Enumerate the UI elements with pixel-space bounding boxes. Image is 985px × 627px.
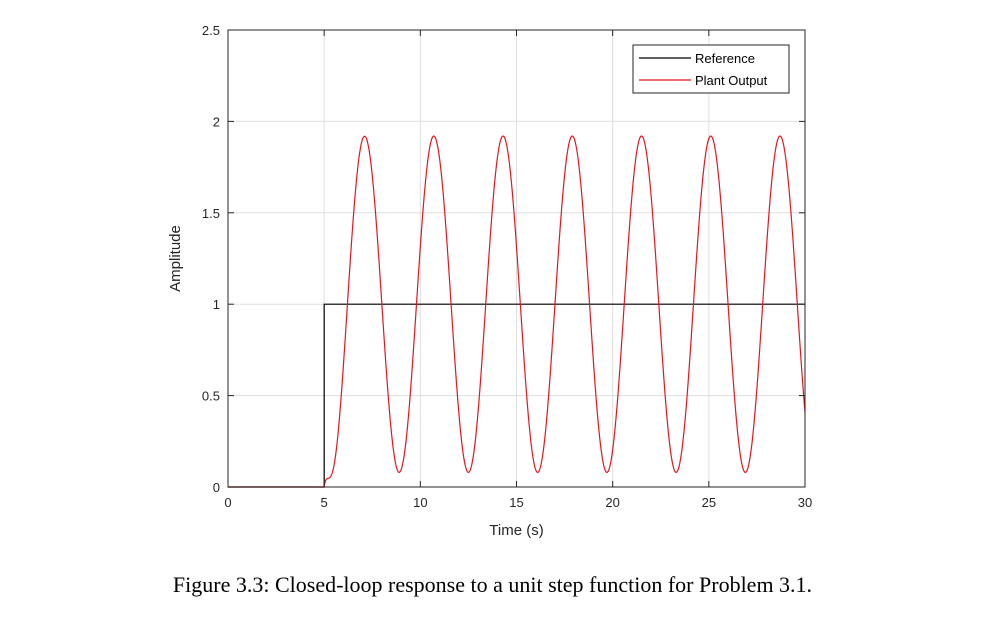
ticks: 0 5 10 15 20 25 30 0 0.5 1 1.5 2 2.5 bbox=[202, 23, 812, 510]
legend-label-reference: Reference bbox=[695, 51, 755, 66]
y-tick-label: 0 bbox=[213, 480, 220, 495]
x-tick-label: 25 bbox=[702, 495, 716, 510]
figure-caption: Figure 3.3: Closed-loop response to a un… bbox=[172, 572, 813, 597]
y-tick-label: 2.5 bbox=[202, 23, 220, 38]
x-tick-label: 0 bbox=[224, 495, 231, 510]
chart: 0 5 10 15 20 25 30 0 0.5 1 1.5 2 2.5 Time (s) Amplit… bbox=[167, 23, 813, 539]
y-tick-label: 0.5 bbox=[202, 389, 220, 404]
x-axis-label: Time (s) bbox=[489, 522, 543, 539]
legend-label-plant-output: Plant Output bbox=[695, 73, 768, 88]
figure: 0 5 10 15 20 25 30 0 0.5 1 1.5 2 2.5 Time (s) Amplit… bbox=[167, 23, 813, 539]
x-tick-label: 10 bbox=[413, 495, 427, 510]
legend: Reference Plant Output bbox=[632, 44, 790, 94]
x-tick-label: 30 bbox=[798, 495, 812, 510]
legend-box bbox=[632, 44, 790, 94]
x-tick-label: 15 bbox=[509, 495, 523, 510]
y-tick-label: 1 bbox=[213, 297, 220, 312]
x-tick-label: 20 bbox=[605, 495, 619, 510]
x-tick-label: 5 bbox=[321, 495, 328, 510]
y-tick-label: 1.5 bbox=[202, 206, 220, 221]
y-tick-label: 2 bbox=[213, 114, 220, 129]
y-axis-label: Amplitude bbox=[167, 225, 184, 292]
